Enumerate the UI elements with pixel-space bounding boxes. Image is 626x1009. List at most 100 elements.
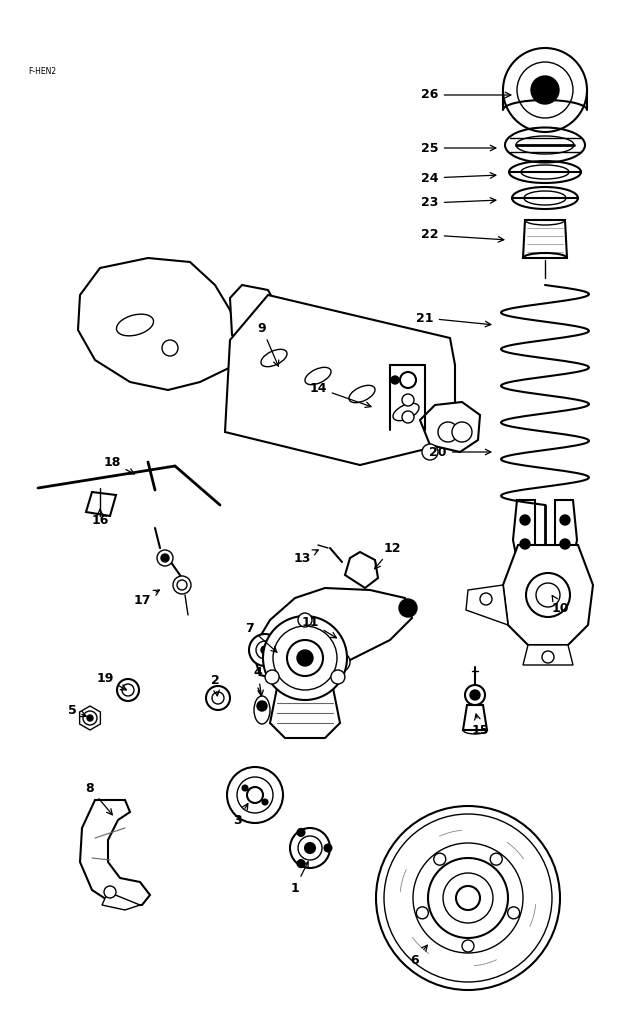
Circle shape (520, 539, 530, 549)
Circle shape (273, 626, 337, 690)
Circle shape (422, 444, 438, 460)
Circle shape (297, 828, 305, 836)
Text: 21: 21 (416, 312, 491, 327)
Text: 13: 13 (294, 550, 318, 564)
Circle shape (298, 836, 322, 860)
Polygon shape (523, 220, 567, 258)
Polygon shape (523, 645, 573, 665)
Text: 2: 2 (210, 673, 219, 696)
Circle shape (117, 679, 139, 701)
Polygon shape (80, 706, 100, 730)
Text: 14: 14 (309, 381, 371, 408)
Text: 26: 26 (421, 89, 511, 102)
Circle shape (536, 583, 560, 607)
Polygon shape (553, 52, 573, 68)
Circle shape (438, 422, 458, 442)
Circle shape (560, 515, 570, 525)
Circle shape (177, 580, 187, 590)
Ellipse shape (261, 349, 287, 366)
Circle shape (298, 613, 312, 627)
Text: 17: 17 (133, 590, 160, 606)
Text: 8: 8 (86, 782, 112, 815)
Polygon shape (225, 295, 455, 465)
Polygon shape (466, 585, 508, 625)
Circle shape (526, 573, 570, 616)
Text: 20: 20 (429, 446, 491, 458)
Circle shape (249, 634, 281, 666)
Circle shape (104, 886, 116, 898)
Circle shape (416, 907, 428, 919)
Circle shape (83, 711, 97, 725)
Circle shape (508, 907, 520, 919)
Polygon shape (86, 492, 116, 516)
Circle shape (443, 873, 493, 923)
Circle shape (256, 641, 274, 659)
Polygon shape (345, 552, 378, 588)
Circle shape (531, 76, 559, 104)
Circle shape (391, 376, 399, 384)
Text: 19: 19 (96, 672, 126, 690)
Circle shape (560, 539, 570, 549)
Circle shape (462, 940, 474, 952)
Polygon shape (78, 258, 240, 390)
Circle shape (122, 684, 134, 696)
Circle shape (162, 340, 178, 356)
Polygon shape (80, 800, 150, 905)
Text: 1: 1 (290, 862, 308, 895)
Circle shape (452, 422, 472, 442)
Circle shape (290, 828, 330, 868)
Circle shape (456, 886, 480, 910)
Text: 18: 18 (103, 455, 135, 474)
Ellipse shape (116, 314, 153, 336)
Circle shape (173, 576, 191, 594)
Ellipse shape (254, 696, 270, 724)
Circle shape (384, 814, 552, 982)
Circle shape (161, 554, 169, 562)
Circle shape (305, 843, 315, 853)
Text: 12: 12 (375, 542, 401, 569)
Circle shape (263, 616, 347, 700)
Polygon shape (230, 285, 278, 345)
Polygon shape (513, 500, 535, 560)
Text: 7: 7 (245, 622, 277, 652)
Circle shape (262, 799, 268, 805)
Circle shape (400, 372, 416, 388)
Ellipse shape (349, 385, 375, 403)
Text: 9: 9 (258, 322, 279, 366)
Circle shape (287, 640, 323, 676)
Text: 4: 4 (254, 666, 264, 696)
Polygon shape (503, 545, 593, 645)
Polygon shape (252, 588, 412, 682)
Circle shape (402, 394, 414, 406)
Circle shape (237, 777, 273, 813)
Circle shape (434, 854, 446, 865)
Circle shape (480, 593, 492, 605)
Circle shape (542, 651, 554, 663)
Polygon shape (102, 892, 140, 910)
Circle shape (265, 670, 279, 684)
Circle shape (503, 48, 587, 132)
Text: 3: 3 (233, 803, 248, 826)
Text: 6: 6 (411, 945, 428, 967)
Circle shape (517, 62, 573, 118)
Text: F-HEN2: F-HEN2 (28, 68, 56, 77)
Polygon shape (270, 688, 340, 738)
Circle shape (247, 787, 263, 803)
Text: 15: 15 (471, 714, 489, 737)
Text: 16: 16 (91, 510, 109, 527)
Circle shape (324, 844, 332, 852)
Circle shape (331, 670, 345, 684)
Circle shape (206, 686, 230, 710)
Ellipse shape (393, 404, 419, 421)
Polygon shape (517, 52, 537, 68)
Circle shape (428, 858, 508, 938)
Text: 23: 23 (421, 197, 496, 210)
Text: 11: 11 (301, 615, 336, 638)
Circle shape (157, 550, 173, 566)
Ellipse shape (305, 367, 331, 384)
Circle shape (520, 515, 530, 525)
Circle shape (212, 692, 224, 704)
Circle shape (227, 767, 283, 823)
Circle shape (399, 599, 417, 616)
Circle shape (297, 860, 305, 868)
